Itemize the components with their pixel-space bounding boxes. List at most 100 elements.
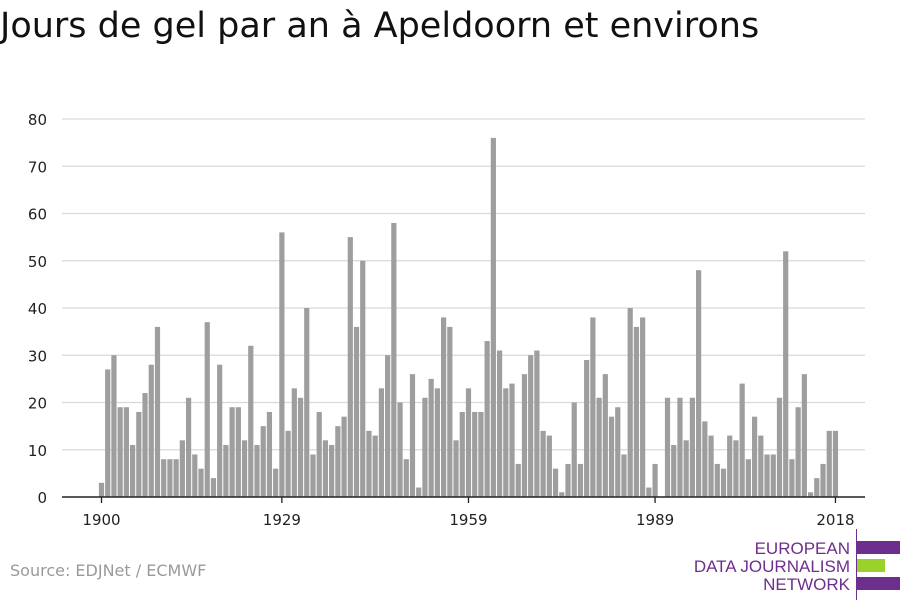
- bar-1985: [627, 308, 633, 497]
- bar-2012: [795, 407, 801, 497]
- bar-1997: [702, 421, 708, 497]
- bar-1932: [297, 397, 304, 497]
- bar-2014: [807, 492, 814, 497]
- bar-2001: [727, 435, 733, 497]
- bar-1991: [664, 397, 671, 497]
- bar-2006: [758, 435, 764, 497]
- bar-1998: [708, 435, 714, 497]
- bar-2009: [776, 397, 783, 497]
- bar-1970: [534, 350, 540, 497]
- bar-2000: [720, 468, 727, 497]
- bar-1921: [229, 407, 235, 497]
- bar-1902: [111, 355, 117, 497]
- bar-1973: [552, 468, 559, 497]
- bar-1927: [266, 411, 273, 497]
- bar-1964: [496, 350, 503, 497]
- bar-1928: [273, 468, 279, 497]
- bar-1971: [540, 430, 546, 497]
- logo-bar-green: [857, 559, 885, 572]
- logo-line-data-journalism: DATA JOURNALISM: [693, 557, 850, 576]
- logo-bar-purple-top: [857, 541, 900, 554]
- bar-1993: [677, 397, 683, 497]
- bar-1904: [123, 407, 129, 497]
- bar-1924: [248, 345, 254, 497]
- bar-2005: [752, 416, 758, 497]
- bar-1948: [397, 402, 403, 497]
- bar-1943: [366, 430, 372, 497]
- bar-2003: [739, 383, 745, 497]
- chart-title: Jours de gel par an à Apeldoorn et envir…: [0, 6, 760, 46]
- bar-1957: [453, 440, 459, 497]
- bar-1953: [428, 378, 434, 498]
- bar-1942: [360, 260, 366, 497]
- bar-1966: [509, 383, 515, 497]
- bar-2016: [820, 463, 826, 497]
- bar-1974: [559, 492, 565, 497]
- bar-1975: [565, 463, 571, 497]
- bar-1941: [353, 326, 360, 497]
- y-tick-label-10: 10: [28, 442, 47, 460]
- x-tick-label-1989: 1989: [636, 511, 674, 529]
- bar-1988: [646, 487, 652, 497]
- y-tick-label-80: 80: [28, 111, 47, 129]
- bar-1938: [335, 426, 341, 498]
- bar-2004: [745, 459, 751, 497]
- y-tick-label-70: 70: [28, 158, 47, 176]
- bar-1937: [329, 445, 335, 497]
- bar-1935: [316, 411, 322, 497]
- bar-1903: [117, 407, 123, 497]
- bar-2018: [832, 430, 839, 497]
- bar-1909: [154, 326, 161, 497]
- bar-1920: [223, 445, 229, 497]
- logo-divider: [856, 529, 857, 600]
- bar-1931: [291, 388, 297, 497]
- bar-1916: [198, 468, 204, 497]
- x-tick-label-1900: 1900: [82, 511, 120, 529]
- y-tick-label-50: 50: [28, 253, 47, 271]
- bar-1969: [528, 355, 534, 497]
- bar-1994: [683, 440, 689, 497]
- bar-1954: [434, 388, 440, 497]
- bar-1981: [602, 374, 608, 497]
- bar-1925: [254, 445, 260, 497]
- bar-1939: [341, 416, 347, 497]
- bar-1922: [235, 407, 241, 497]
- edjnet-logo[interactable]: EUROPEAN DATA JOURNALISM NETWORK: [694, 529, 900, 600]
- bar-1907: [142, 393, 148, 497]
- bar-1950: [409, 374, 416, 497]
- logo-line-european: EUROPEAN: [754, 539, 850, 558]
- logo-bar-purple-bottom: [857, 577, 900, 590]
- bar-2013: [801, 374, 807, 497]
- bar-1914: [185, 397, 192, 497]
- bar-1965: [503, 388, 509, 497]
- bar-1972: [546, 435, 552, 497]
- x-tick-label-1959: 1959: [449, 511, 487, 529]
- bar-1905: [130, 445, 136, 497]
- y-tick-label-20: 20: [28, 395, 47, 413]
- bar-1915: [192, 454, 198, 497]
- bar-2010: [783, 251, 789, 497]
- bar-2017: [826, 430, 832, 497]
- bar-1936: [322, 440, 329, 497]
- bar-1900: [98, 482, 105, 497]
- bar-1982: [608, 416, 615, 497]
- bar-1901: [105, 369, 111, 497]
- bar-1933: [304, 308, 310, 497]
- bar-1919: [217, 364, 223, 497]
- bar-1983: [615, 407, 621, 497]
- x-tick-label-2018: 2018: [816, 511, 854, 529]
- bar-1945: [378, 388, 384, 497]
- bar-1989: [652, 463, 658, 497]
- bar-1986: [633, 326, 640, 497]
- bar-2007: [764, 454, 770, 497]
- bar-1911: [167, 459, 173, 497]
- logo-line-network: NETWORK: [763, 575, 850, 594]
- bar-1918: [210, 478, 217, 497]
- bar-2011: [789, 459, 795, 497]
- bar-1913: [179, 440, 185, 497]
- bar-1955: [441, 317, 447, 497]
- y-tick-label-0: 0: [37, 489, 47, 507]
- bar-1976: [571, 402, 577, 497]
- source-note: Source: EDJNet / ECMWF: [10, 561, 207, 580]
